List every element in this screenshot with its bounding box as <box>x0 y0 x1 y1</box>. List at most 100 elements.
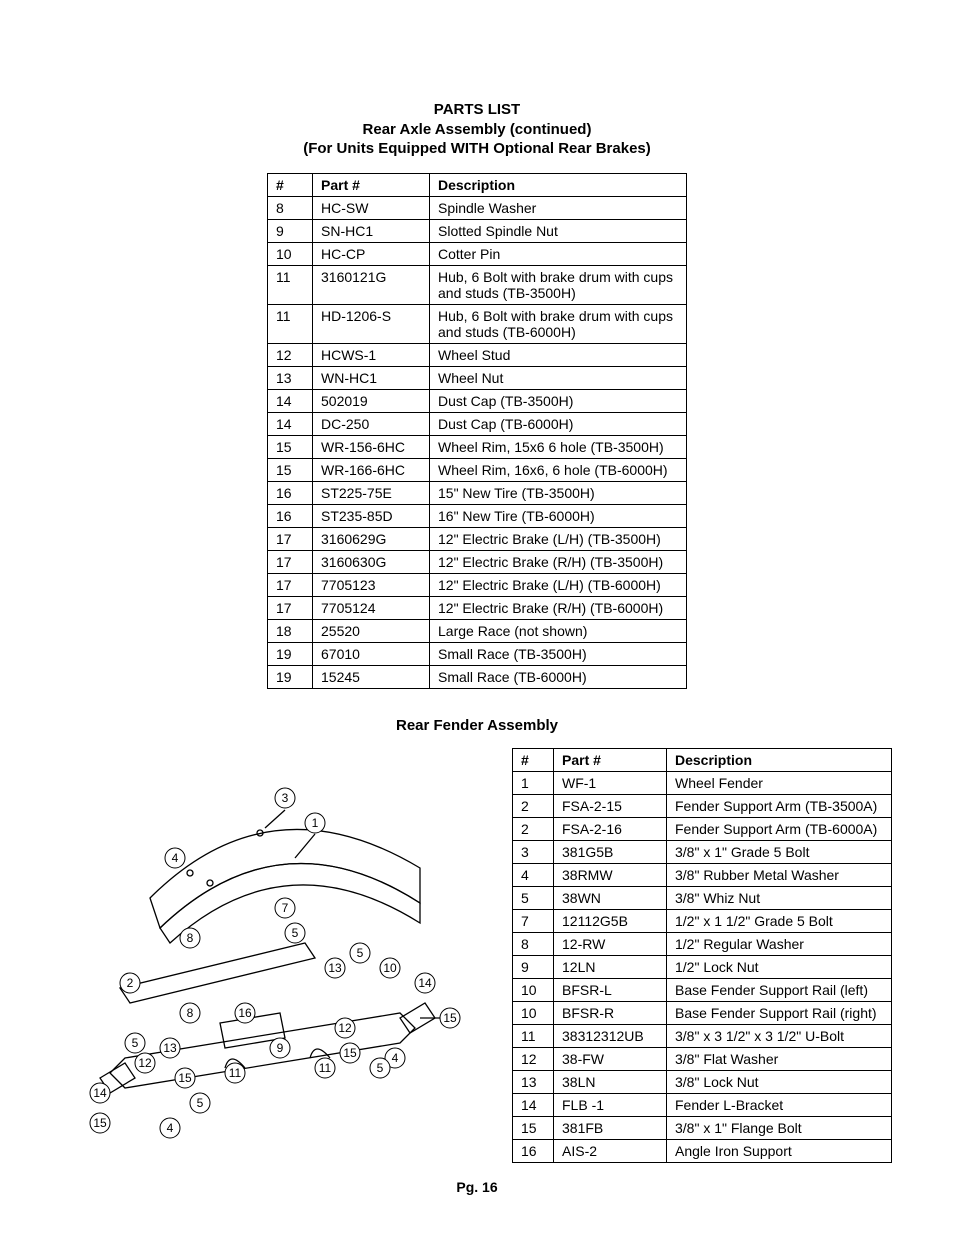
cell-part: SN-HC1 <box>313 219 430 242</box>
svg-text:4: 4 <box>167 1121 174 1135</box>
cell-number: 13 <box>513 1070 554 1093</box>
col-part: Part # <box>554 748 667 771</box>
cell-number: 2 <box>513 794 554 817</box>
fender-header: Rear Fender Assembly <box>60 717 894 734</box>
diagram-callout: 15 <box>90 1113 110 1133</box>
cell-number: 1 <box>513 771 554 794</box>
cell-description: Wheel Rim, 16x6, 6 hole (TB-6000H) <box>430 458 687 481</box>
fender-diagram: 1234445555578891011111212131314141515151… <box>60 768 490 1148</box>
cell-number: 2 <box>513 817 554 840</box>
cell-part: WN-HC1 <box>313 366 430 389</box>
svg-text:5: 5 <box>292 926 299 940</box>
cell-part: 3160629G <box>313 527 430 550</box>
table-row: 15WR-166-6HCWheel Rim, 16x6, 6 hole (TB-… <box>268 458 687 481</box>
diagram-callout: 5 <box>350 943 370 963</box>
cell-number: 14 <box>268 389 313 412</box>
diagram-callout: 5 <box>285 923 305 943</box>
cell-part: 67010 <box>313 642 430 665</box>
diagram-callout: 9 <box>270 1038 290 1058</box>
svg-text:3: 3 <box>282 791 289 805</box>
cell-description: Hub, 6 Bolt with brake drum with cups an… <box>430 304 687 343</box>
cell-part: WR-156-6HC <box>313 435 430 458</box>
table-row: 13WN-HC1Wheel Nut <box>268 366 687 389</box>
cell-number: 17 <box>268 550 313 573</box>
diagram-callout: 12 <box>135 1053 155 1073</box>
table-row: 2FSA-2-15Fender Support Arm (TB-3500A) <box>513 794 892 817</box>
svg-text:15: 15 <box>343 1046 357 1060</box>
cell-part: 38LN <box>554 1070 667 1093</box>
cell-description: 12" Electric Brake (L/H) (TB-3500H) <box>430 527 687 550</box>
svg-text:14: 14 <box>93 1086 107 1100</box>
cell-description: 15" New Tire (TB-3500H) <box>430 481 687 504</box>
diagram-callout: 8 <box>180 1003 200 1023</box>
cell-description: Cotter Pin <box>430 242 687 265</box>
cell-part: AIS-2 <box>554 1139 667 1162</box>
diagram-callout: 5 <box>370 1058 390 1078</box>
diagram-callout: 15 <box>340 1043 360 1063</box>
cell-part: WR-166-6HC <box>313 458 430 481</box>
cell-number: 19 <box>268 642 313 665</box>
diagram-callout: 1 <box>305 813 325 833</box>
diagram-callout: 14 <box>90 1083 110 1103</box>
cell-part: HD-1206-S <box>313 304 430 343</box>
cell-number: 16 <box>268 504 313 527</box>
cell-number: 9 <box>268 219 313 242</box>
diagram-callout: 15 <box>175 1068 195 1088</box>
cell-part: 3160121G <box>313 265 430 304</box>
cell-part: 3160630G <box>313 550 430 573</box>
cell-part: FLB -1 <box>554 1093 667 1116</box>
table-row: 1338LN3/8" Lock Nut <box>513 1070 892 1093</box>
svg-text:13: 13 <box>163 1041 177 1055</box>
cell-number: 11 <box>268 304 313 343</box>
table-row: 15381FB3/8" x 1" Flange Bolt <box>513 1116 892 1139</box>
cell-part: 38312312UB <box>554 1024 667 1047</box>
table-row: 1238-FW3/8" Flat Washer <box>513 1047 892 1070</box>
cell-description: 3/8" Flat Washer <box>667 1047 892 1070</box>
svg-text:12: 12 <box>338 1021 352 1035</box>
diagram-callout: 5 <box>125 1033 145 1053</box>
cell-part: 12-RW <box>554 932 667 955</box>
cell-part: BFSR-R <box>554 1001 667 1024</box>
cell-number: 15 <box>268 435 313 458</box>
cell-part: ST235-85D <box>313 504 430 527</box>
col-description: Description <box>667 748 892 771</box>
svg-text:4: 4 <box>392 1051 399 1065</box>
cell-description: Wheel Stud <box>430 343 687 366</box>
table-row: 17770512412" Electric Brake (R/H) (TB-60… <box>268 596 687 619</box>
svg-text:9: 9 <box>277 1041 284 1055</box>
table-row: 1825520Large Race (not shown) <box>268 619 687 642</box>
table-row: 15WR-156-6HCWheel Rim, 15x6 6 hole (TB-3… <box>268 435 687 458</box>
cell-part: HCWS-1 <box>313 343 430 366</box>
cell-number: 12 <box>513 1047 554 1070</box>
cell-description: Spindle Washer <box>430 196 687 219</box>
cell-number: 4 <box>513 863 554 886</box>
cell-number: 7 <box>513 909 554 932</box>
cell-number: 10 <box>513 978 554 1001</box>
cell-description: 3/8" x 1" Grade 5 Bolt <box>667 840 892 863</box>
table-row: 1915245Small Race (TB-6000H) <box>268 665 687 688</box>
cell-part: FSA-2-15 <box>554 794 667 817</box>
svg-text:10: 10 <box>383 961 397 975</box>
table-row: 1WF-1Wheel Fender <box>513 771 892 794</box>
col-number: # <box>513 748 554 771</box>
cell-part: HC-SW <box>313 196 430 219</box>
table-row: 10BFSR-LBase Fender Support Rail (left) <box>513 978 892 1001</box>
cell-description: Fender Support Arm (TB-3500A) <box>667 794 892 817</box>
cell-part: 7705123 <box>313 573 430 596</box>
table-row: 16ST225-75E15" New Tire (TB-3500H) <box>268 481 687 504</box>
svg-text:13: 13 <box>328 961 342 975</box>
cell-description: Small Race (TB-3500H) <box>430 642 687 665</box>
cell-part: FSA-2-16 <box>554 817 667 840</box>
svg-text:15: 15 <box>178 1071 192 1085</box>
cell-description: 3/8" Whiz Nut <box>667 886 892 909</box>
cell-part: BFSR-L <box>554 978 667 1001</box>
cell-part: 381G5B <box>554 840 667 863</box>
cell-number: 17 <box>268 596 313 619</box>
cell-description: 3/8" Rubber Metal Washer <box>667 863 892 886</box>
page-number: Pg. 16 <box>0 1179 954 1195</box>
cell-number: 17 <box>268 573 313 596</box>
diagram-callout: 5 <box>190 1093 210 1113</box>
svg-text:5: 5 <box>197 1096 204 1110</box>
table-row: 16ST235-85D16" New Tire (TB-6000H) <box>268 504 687 527</box>
cell-number: 15 <box>513 1116 554 1139</box>
